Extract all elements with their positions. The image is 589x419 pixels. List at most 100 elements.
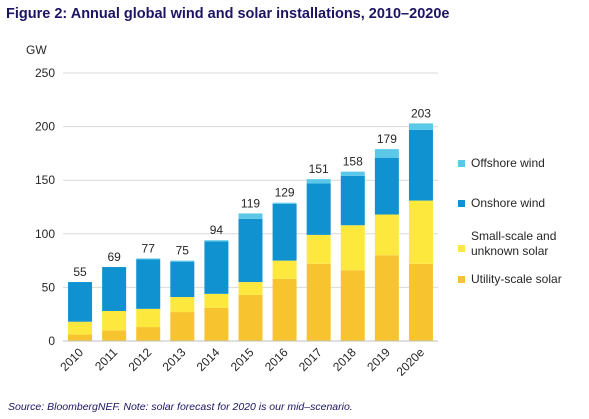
bar-segment bbox=[340, 171, 365, 176]
bar-segment bbox=[374, 214, 399, 256]
bar-segment bbox=[340, 175, 365, 226]
legend-label: Onshore wind bbox=[471, 196, 545, 210]
bar-stack-2015 bbox=[238, 213, 263, 341]
total-label: 55 bbox=[73, 265, 87, 279]
bar-stack-2018 bbox=[340, 171, 365, 341]
bar-stack-2019 bbox=[374, 149, 399, 341]
legend-label: Utility-scale solar bbox=[471, 272, 562, 286]
bar-segment bbox=[204, 307, 229, 341]
x-tick-label: 2011 bbox=[92, 345, 120, 373]
legend-swatch bbox=[458, 200, 465, 207]
x-tick-label: 2013 bbox=[160, 345, 189, 374]
bar-segment bbox=[136, 259, 161, 309]
bar-segment bbox=[238, 294, 263, 341]
bar-segment bbox=[170, 261, 195, 298]
total-label: 129 bbox=[275, 186, 295, 200]
bar-segment bbox=[136, 327, 161, 341]
bar-segment bbox=[102, 310, 127, 331]
bar-segment bbox=[238, 282, 263, 295]
legend-item: Offshore wind bbox=[458, 156, 545, 170]
total-label: 75 bbox=[176, 244, 190, 258]
bar-segment bbox=[68, 282, 93, 322]
bar-segment bbox=[68, 321, 93, 335]
bar-segment bbox=[408, 123, 433, 130]
y-tick-label: 150 bbox=[35, 173, 55, 187]
bar-segment bbox=[306, 263, 331, 341]
y-tick-label: 0 bbox=[48, 334, 55, 348]
total-label: 94 bbox=[210, 223, 224, 237]
bar-segment bbox=[272, 278, 297, 341]
legend-swatch bbox=[458, 245, 465, 252]
total-label: 69 bbox=[107, 250, 121, 264]
source-note: Source: BloombergNEF. Note: solar foreca… bbox=[8, 401, 353, 413]
legend-swatch bbox=[458, 276, 465, 283]
bar-segment bbox=[204, 240, 229, 242]
legend-item: Utility-scale solar bbox=[458, 272, 562, 286]
legend-label: Offshore wind bbox=[471, 156, 545, 170]
bar-segment bbox=[272, 203, 297, 261]
bar-stack-2012 bbox=[136, 258, 161, 341]
legend-item: Onshore wind bbox=[458, 196, 545, 210]
bar-segment bbox=[102, 267, 127, 311]
y-axis-label: GW bbox=[26, 43, 47, 57]
total-label: 77 bbox=[142, 241, 156, 255]
bar-segment bbox=[170, 260, 195, 262]
y-tick-label: 250 bbox=[35, 66, 55, 80]
bar-segment bbox=[306, 179, 331, 184]
bar-segment bbox=[272, 202, 297, 204]
figure-title: Figure 2: Annual global wind and solar i… bbox=[6, 6, 450, 22]
total-label: 158 bbox=[343, 155, 363, 169]
x-tick-label: 2016 bbox=[262, 345, 291, 374]
bar-segment bbox=[102, 330, 127, 341]
y-tick-label: 200 bbox=[35, 120, 55, 134]
legend: Offshore wind Onshore wind Small-scale and… bbox=[458, 156, 562, 286]
y-axis: 0 50 100 150 200 250 bbox=[35, 66, 55, 348]
bar-segment bbox=[408, 200, 433, 264]
bars bbox=[68, 123, 433, 341]
legend-swatch bbox=[458, 160, 465, 167]
x-tick-label: 2020e bbox=[394, 345, 428, 379]
total-labels: 55 69 77 75 94 119 129 151 158 179 203 bbox=[73, 106, 431, 279]
bar-stack-2020e bbox=[408, 123, 433, 341]
bar-segment bbox=[238, 218, 263, 283]
x-tick-label: 2014 bbox=[194, 345, 223, 374]
bar-segment bbox=[340, 225, 365, 271]
bar-segment bbox=[408, 263, 433, 341]
x-tick-label: 2018 bbox=[330, 345, 359, 374]
legend-label: Small-scale and unknown solar bbox=[471, 229, 556, 258]
bar-segment bbox=[68, 334, 93, 341]
total-label: 203 bbox=[411, 106, 431, 120]
bar-segment bbox=[306, 234, 331, 264]
bar-segment bbox=[340, 270, 365, 341]
bar-segment bbox=[204, 241, 229, 294]
bar-stack-2010 bbox=[68, 282, 93, 341]
x-axis: 2010 2011 2012 2013 2014 2015 2016 2017 2018 2019… bbox=[57, 345, 427, 379]
y-tick-label: 50 bbox=[42, 280, 56, 294]
bar-stack-2011 bbox=[102, 267, 127, 341]
x-tick-label: 2019 bbox=[364, 345, 393, 374]
bar-segment bbox=[136, 258, 161, 260]
bar-stack-2013 bbox=[170, 260, 195, 341]
x-tick-label: 2015 bbox=[228, 345, 257, 374]
bar-segment bbox=[136, 308, 161, 328]
bar-segment bbox=[374, 149, 399, 158]
x-tick-label: 2012 bbox=[126, 345, 155, 374]
bar-segment bbox=[272, 260, 297, 279]
legend-item: Small-scale and unknown solar bbox=[458, 229, 556, 258]
y-tick-label: 100 bbox=[35, 227, 55, 241]
bar-segment bbox=[170, 312, 195, 341]
stacked-bar-chart: 0 50 100 150 200 250 GW 55 69 77 75 94 119 129 151 15… bbox=[26, 43, 562, 379]
bar-stack-2016 bbox=[272, 202, 297, 341]
x-tick-label: 2010 bbox=[57, 345, 86, 374]
x-tick-label: 2017 bbox=[296, 345, 325, 374]
bar-segment bbox=[408, 129, 433, 201]
bar-segment bbox=[306, 183, 331, 235]
bar-segment bbox=[204, 293, 229, 308]
bar-segment bbox=[374, 157, 399, 215]
total-label: 179 bbox=[377, 132, 397, 146]
bar-segment bbox=[238, 213, 263, 219]
bar-segment bbox=[170, 297, 195, 313]
total-label: 119 bbox=[241, 196, 260, 210]
bar-segment bbox=[374, 255, 399, 341]
total-label: 151 bbox=[309, 162, 329, 176]
